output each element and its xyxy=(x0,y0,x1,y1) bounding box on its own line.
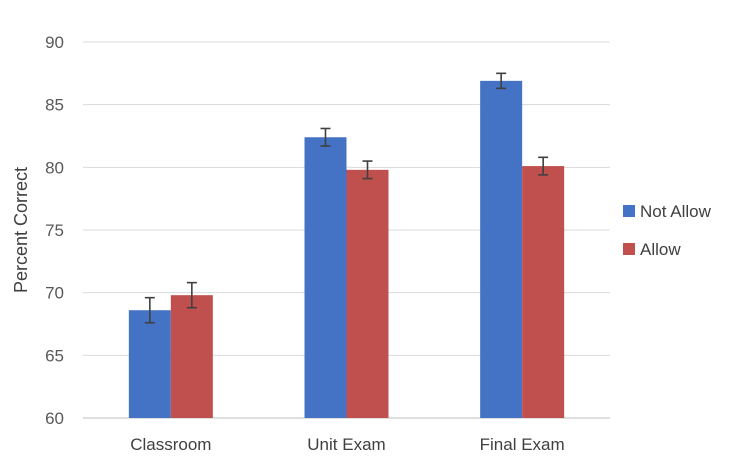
legend: Not Allow Allow xyxy=(623,202,712,259)
bar-allow-classroom xyxy=(170,295,213,418)
y-tick-label: 60 xyxy=(45,409,64,428)
bar-not-allow-unit-exam xyxy=(304,137,347,418)
bars xyxy=(128,80,565,418)
y-tick-label: 80 xyxy=(45,158,64,177)
bar-not-allow-final-exam xyxy=(480,80,523,418)
y-tick-labels: 60 65 70 75 80 85 90 xyxy=(45,33,64,428)
legend-label: Not Allow xyxy=(640,202,712,221)
y-tick-label: 70 xyxy=(45,284,64,303)
y-tick-label: 65 xyxy=(45,346,64,365)
x-category-label: Unit Exam xyxy=(307,435,385,454)
x-category-label: Classroom xyxy=(130,435,211,454)
y-tick-label: 90 xyxy=(45,33,64,52)
y-tick-label: 85 xyxy=(45,96,64,115)
bar-allow-final-exam xyxy=(522,166,565,418)
error-bars xyxy=(144,72,549,324)
bar-allow-unit-exam xyxy=(346,169,389,418)
y-axis-title: Percent Correct xyxy=(11,167,31,293)
y-tick-label: 75 xyxy=(45,221,64,240)
legend-item: Not Allow xyxy=(623,202,712,221)
category-labels: Classroom Unit Exam Final Exam xyxy=(130,435,564,454)
bar-not-allow-classroom xyxy=(128,310,171,418)
legend-label: Allow xyxy=(640,240,681,259)
legend-swatch xyxy=(623,205,635,217)
legend-swatch xyxy=(623,243,635,255)
legend-item: Allow xyxy=(623,240,681,259)
x-category-label: Final Exam xyxy=(480,435,565,454)
